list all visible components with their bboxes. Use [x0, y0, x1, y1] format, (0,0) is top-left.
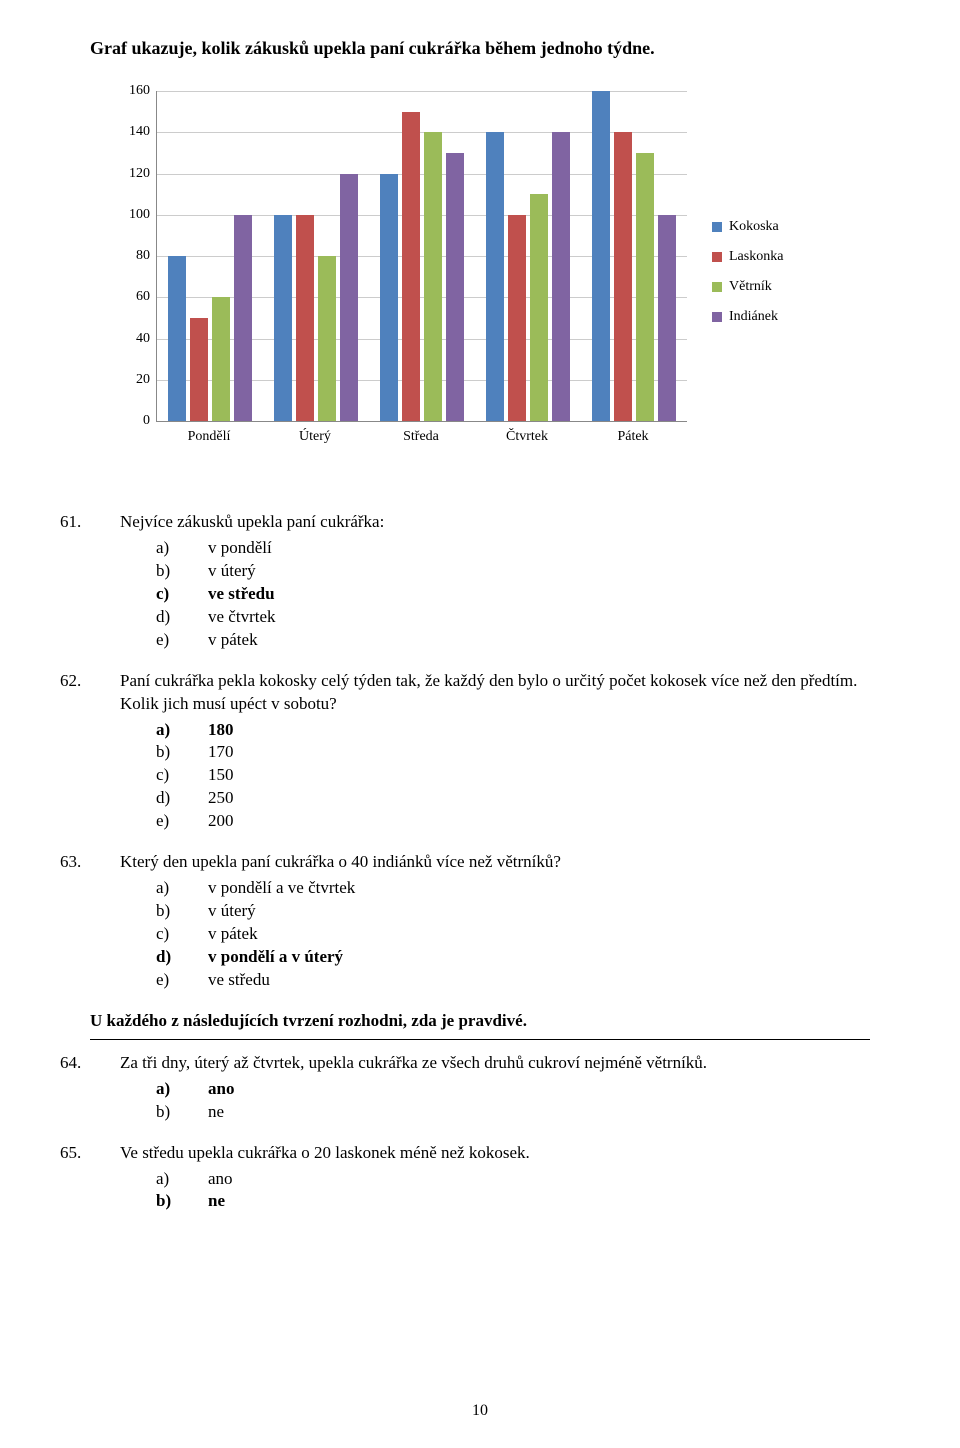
legend-item: Kokoska	[712, 219, 783, 235]
page: Graf ukazuje, kolik zákusků upekla paní …	[0, 0, 960, 1448]
legend-label: Indiánek	[729, 309, 778, 325]
question-62: 62.Paní cukrářka pekla kokosky celý týde…	[90, 670, 870, 834]
chart-y-tick-label: 20	[116, 372, 150, 388]
chart-y-tick-label: 60	[116, 289, 150, 305]
chart-bar	[486, 132, 504, 421]
chart-bar	[340, 174, 358, 422]
option-b: b)v úterý	[182, 900, 870, 923]
question-number: 65.	[90, 1142, 120, 1165]
option-c: c)150	[182, 764, 870, 787]
question-options: a)v pondělí b)v úterý c)ve středu d)ve č…	[120, 537, 870, 652]
option-d: d)250	[182, 787, 870, 810]
option-b: b)ne	[182, 1101, 870, 1124]
questions-block: 61.Nejvíce zákusků upekla paní cukrářka:…	[90, 511, 870, 1213]
chart-y-tick-label: 100	[116, 207, 150, 223]
option-a: a)ano	[182, 1168, 870, 1191]
legend-swatch	[712, 312, 722, 322]
question-number: 62.	[90, 670, 120, 693]
chart-bar	[424, 132, 442, 421]
section-heading: U každého z následujících tvrzení rozhod…	[90, 1010, 870, 1033]
chart-x-tick-label: Středa	[403, 429, 439, 445]
option-d: d)ve čtvrtek	[182, 606, 870, 629]
chart-y-tick-label: 120	[116, 166, 150, 182]
chart-container: Kokoska Laskonka Větrník Indiánek 0 20 40 60 80…	[90, 91, 870, 461]
question-text: Za tři dny, úterý až čtvrtek, upekla cuk…	[120, 1053, 707, 1072]
option-b: b)v úterý	[182, 560, 870, 583]
question-text: Nejvíce zákusků upekla paní cukrářka:	[120, 512, 384, 531]
legend-swatch	[712, 222, 722, 232]
option-b: b)170	[182, 741, 870, 764]
option-e: e)200	[182, 810, 870, 833]
chart-bar	[168, 256, 186, 421]
question-options: a)v pondělí a ve čtvrtek b)v úterý c)v p…	[120, 877, 870, 992]
question-number: 61.	[90, 511, 120, 534]
legend-label: Větrník	[729, 279, 772, 295]
question-text: Který den upekla paní cukrářka o 40 indi…	[120, 852, 561, 871]
chart-y-tick-label: 160	[116, 83, 150, 99]
page-title: Graf ukazuje, kolik zákusků upekla paní …	[90, 38, 870, 59]
chart-bar	[552, 132, 570, 421]
question-61: 61.Nejvíce zákusků upekla paní cukrářka:…	[90, 511, 870, 652]
question-number: 64.	[90, 1052, 120, 1075]
question-options: a)ano b)ne	[120, 1078, 870, 1124]
chart-bar	[190, 318, 208, 421]
chart-bar	[508, 215, 526, 421]
chart-bar	[402, 112, 420, 421]
question-text: Ve středu upekla cukrářka o 20 laskonek …	[120, 1143, 530, 1162]
option-a: a)v pondělí a ve čtvrtek	[182, 877, 870, 900]
option-c: c)v pátek	[182, 923, 870, 946]
chart-y-tick-label: 40	[116, 331, 150, 347]
legend-item: Laskonka	[712, 249, 783, 265]
chart-x-tick-label: Úterý	[299, 429, 331, 445]
chart-bar	[296, 215, 314, 421]
chart-bar	[380, 174, 398, 422]
option-e: e)v pátek	[182, 629, 870, 652]
question-options: a)180 b)170 c)150 d)250 e)200	[120, 719, 870, 834]
option-c: c)ve středu	[182, 583, 870, 606]
option-a: a)v pondělí	[182, 537, 870, 560]
bar-chart: Kokoska Laskonka Větrník Indiánek 0 20 40 60 80…	[116, 91, 836, 461]
chart-legend: Kokoska Laskonka Větrník Indiánek	[712, 219, 783, 339]
question-options: a)ano b)ne	[120, 1168, 870, 1214]
chart-bar	[636, 153, 654, 421]
legend-item: Indiánek	[712, 309, 783, 325]
question-number: 63.	[90, 851, 120, 874]
chart-bar	[658, 215, 676, 421]
legend-swatch	[712, 282, 722, 292]
legend-label: Kokoska	[729, 219, 779, 235]
legend-label: Laskonka	[729, 249, 783, 265]
option-e: e)ve středu	[182, 969, 870, 992]
chart-x-tick-label: Pátek	[617, 429, 648, 445]
legend-swatch	[712, 252, 722, 262]
chart-y-tick-label: 80	[116, 248, 150, 264]
chart-bar	[614, 132, 632, 421]
chart-bar	[530, 194, 548, 421]
chart-x-tick-label: Čtvrtek	[506, 429, 548, 445]
chart-bar	[446, 153, 464, 421]
chart-bar	[592, 91, 610, 421]
option-a: a)180	[182, 719, 870, 742]
question-text: Paní cukrářka pekla kokosky celý týden t…	[120, 671, 857, 713]
legend-item: Větrník	[712, 279, 783, 295]
chart-bar	[274, 215, 292, 421]
chart-bar	[234, 215, 252, 421]
option-b: b)ne	[182, 1190, 870, 1213]
chart-bar	[318, 256, 336, 421]
page-number: 10	[0, 1402, 960, 1420]
chart-y-tick-label: 140	[116, 124, 150, 140]
option-a: a)ano	[182, 1078, 870, 1101]
question-64: 64.Za tři dny, úterý až čtvrtek, upekla …	[90, 1052, 870, 1124]
divider	[90, 1039, 870, 1040]
chart-y-tick-label: 0	[116, 413, 150, 429]
chart-plot-area	[156, 91, 687, 422]
chart-x-tick-label: Pondělí	[188, 429, 231, 445]
option-d: d)v pondělí a v úterý	[182, 946, 870, 969]
question-65: 65.Ve středu upekla cukrářka o 20 laskon…	[90, 1142, 870, 1214]
question-63: 63.Který den upekla paní cukrářka o 40 i…	[90, 851, 870, 992]
chart-bar	[212, 297, 230, 421]
